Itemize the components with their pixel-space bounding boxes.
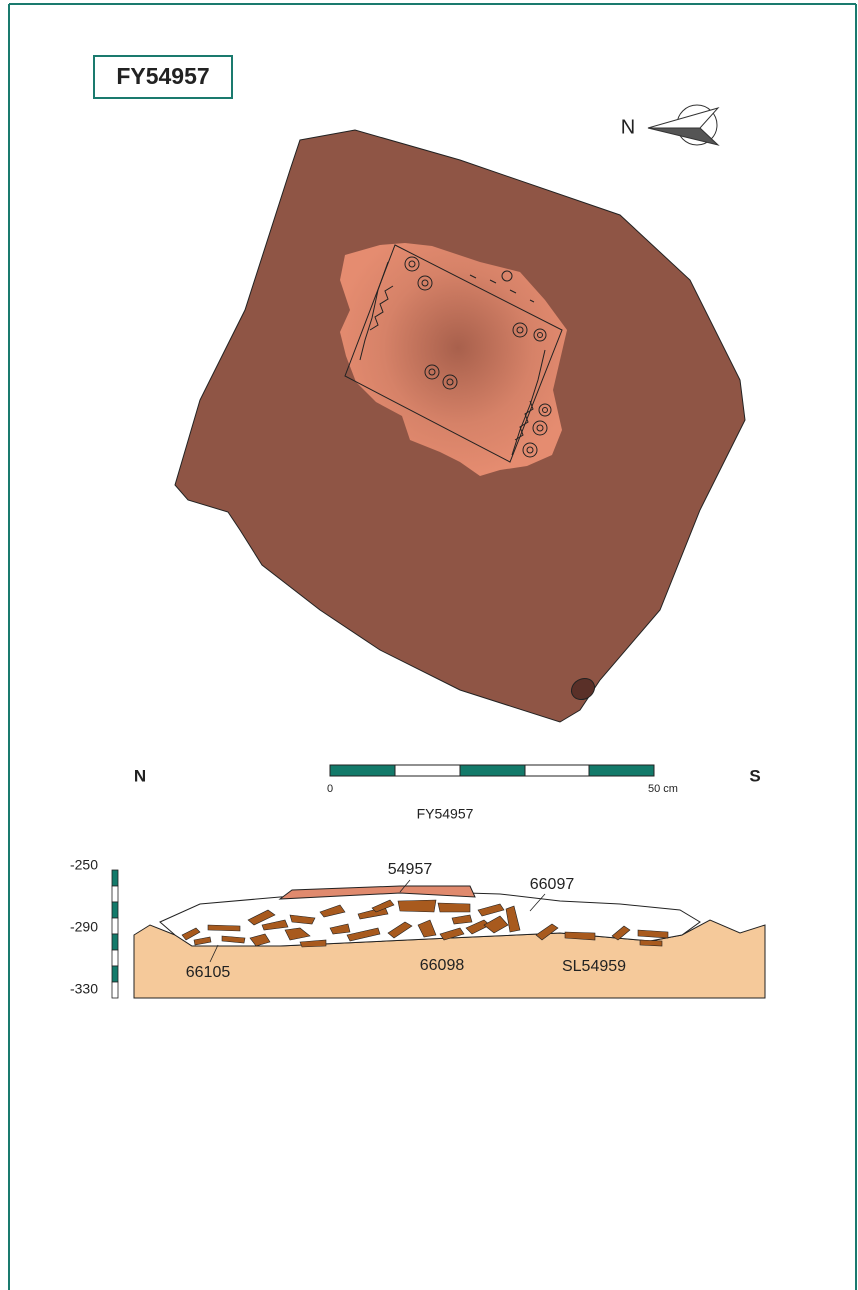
hearth-layer: [278, 885, 476, 900]
carving: [344, 244, 563, 463]
frame: [8, 3, 857, 1290]
section-right: S: [749, 766, 760, 785]
section-left: N: [134, 766, 146, 785]
layer-label: 66097: [530, 876, 575, 893]
pit-surface: [340, 243, 567, 476]
title-box: [93, 55, 233, 99]
north-label: N: [621, 116, 635, 138]
scale-bar: [329, 764, 655, 777]
depth-label: -330: [70, 981, 98, 997]
layer-label: 66105: [186, 964, 231, 981]
depth-label: -250: [70, 857, 98, 873]
fragments: [181, 899, 669, 948]
depth-scale: [111, 869, 119, 999]
layer-label: 66098: [420, 957, 465, 974]
title: FY54957: [116, 63, 209, 89]
layer-label: 54957: [388, 861, 433, 878]
scale-end: 50 cm: [648, 783, 678, 795]
depth-label: -290: [70, 919, 98, 935]
section-title: FY54957: [417, 806, 474, 822]
layer-label: SL54959: [562, 958, 626, 975]
scale-start: 0: [327, 783, 333, 795]
leader-lines: [209, 879, 546, 963]
compass: [647, 104, 720, 146]
stone-knob: [570, 677, 596, 701]
